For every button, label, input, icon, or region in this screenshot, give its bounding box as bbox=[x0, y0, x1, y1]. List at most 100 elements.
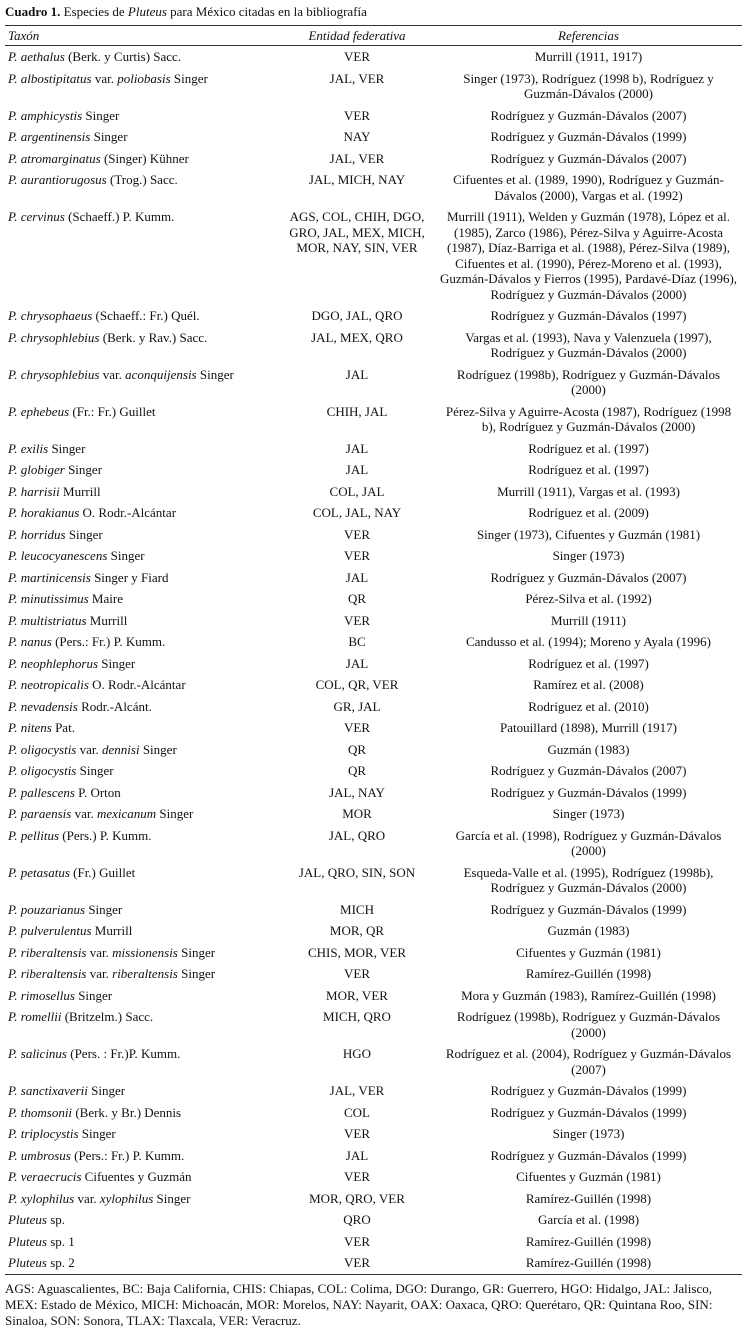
taxon-segment: P. umbrosus bbox=[8, 1147, 71, 1163]
taxon-segment: P. nevadensis bbox=[8, 698, 78, 714]
state-cell: MOR bbox=[342, 806, 372, 821]
taxon-cell: P. petasatus (Fr.) Guillet bbox=[5, 862, 279, 899]
taxon-segment: P. oligocystis bbox=[8, 741, 77, 757]
taxon-segment: Murrill bbox=[63, 483, 101, 499]
taxon-segment: P. oligocystis bbox=[8, 763, 77, 778]
reference-cell: Rodríguez y Guzmán-Dávalos (1999) bbox=[490, 901, 687, 917]
reference-cell: Singer (1973), Cifuentes y Guzmán (1981) bbox=[476, 526, 701, 542]
taxon-cell: P. martinicensis Singer y Fiard bbox=[5, 567, 279, 589]
state-cell: VER bbox=[344, 107, 370, 123]
taxon-segment: Pluteus bbox=[8, 1255, 47, 1270]
table-row: P. leucocyanescens Singer VER Singer (1973… bbox=[5, 545, 742, 567]
table-row: Pluteus sp. QRO García et al. (1998) bbox=[5, 1209, 742, 1231]
state-cell: COL, JAL bbox=[329, 483, 385, 499]
state-cell: DGO, JAL, QRO bbox=[311, 308, 403, 323]
taxon-cell: P. thomsonii (Berk. y Br.) Dennis bbox=[5, 1102, 279, 1124]
table-row: P. pallescens P. Orton JAL, NAY Rodríguez … bbox=[5, 782, 742, 804]
taxon-segment: sp. bbox=[50, 1212, 66, 1227]
reference-cell: Cifuentes y Guzmán (1981) bbox=[516, 944, 661, 960]
taxon-cell: P. neophlephorus Singer bbox=[5, 653, 279, 675]
taxon-segment: var. bbox=[94, 70, 114, 86]
taxon-segment: P. minutissimus bbox=[8, 591, 89, 606]
taxon-segment: Singer bbox=[199, 366, 234, 382]
table-row: P. aethalus (Berk. y Curtis) Sacc. VER Mur… bbox=[5, 46, 742, 68]
reference-cell: García et al. (1998), Rodríguez y Guzmán… bbox=[455, 827, 722, 859]
taxon-segment: var. bbox=[89, 944, 109, 960]
taxon-segment: Rodr.-Alcánt. bbox=[81, 698, 152, 714]
taxon-cell: P. leucocyanescens Singer bbox=[5, 545, 279, 567]
taxon-segment: P. xylophilus bbox=[8, 1190, 75, 1206]
reference-cell: Patouillard (1898), Murrill (1917) bbox=[500, 720, 677, 735]
state-cell: VER bbox=[344, 1126, 370, 1141]
taxon-segment: (Schaeff.: Fr.) Quél. bbox=[95, 308, 200, 323]
taxon-cell: P. umbrosus (Pers.: Fr.) P. Kumm. bbox=[5, 1145, 279, 1167]
reference-cell: Singer (1973), Rodríguez (1998 b), Rodrí… bbox=[463, 70, 714, 102]
state-cell: VER bbox=[344, 966, 370, 981]
taxon-segment: Murrill bbox=[94, 923, 133, 938]
taxon-segment: Singer bbox=[156, 1190, 191, 1206]
taxon-cell: P. minutissimus Maire bbox=[5, 588, 279, 610]
table-row: P. thomsonii (Berk. y Br.) Dennis COL Rodr… bbox=[5, 1102, 742, 1124]
reference-cell: Ramírez et al. (2008) bbox=[533, 677, 644, 692]
column-header: Taxón bbox=[8, 28, 40, 43]
reference-cell: Pérez-Silva et al. (1992) bbox=[525, 591, 652, 606]
taxon-segment: Singer bbox=[181, 966, 216, 981]
taxon-segment: Singer bbox=[78, 987, 113, 1003]
table-body: P. aethalus (Berk. y Curtis) Sacc. VER Mur… bbox=[5, 46, 742, 1274]
taxon-segment: Singer bbox=[51, 440, 86, 456]
taxon-segment: P. harrisii bbox=[8, 483, 60, 499]
table-row: P. aurantiorugosus (Trog.) Sacc. JAL, MIC… bbox=[5, 169, 742, 206]
taxon-segment: P. exilis bbox=[8, 440, 49, 456]
taxon-cell: P. globiger Singer bbox=[5, 459, 279, 481]
table-row: P. veraecrucis Cifuentes y Guzmán VER Cifu… bbox=[5, 1166, 742, 1188]
table-row: P. riberaltensis var. riberaltensis Sing… bbox=[5, 963, 742, 985]
reference-cell: Rodríguez y Guzmán-Dávalos (1999) bbox=[490, 784, 687, 800]
taxon-segment: dennisi bbox=[102, 741, 140, 757]
taxon-cell: P. paraensis var. mexicanum Singer bbox=[5, 803, 279, 825]
taxon-segment: P. atromarginatus bbox=[8, 150, 101, 166]
taxon-segment: var. bbox=[77, 1190, 97, 1206]
taxon-segment: P. paraensis bbox=[8, 806, 72, 821]
table-caption: Cuadro 1. Especies de Pluteus para Méxic… bbox=[5, 4, 742, 20]
taxon-segment: P. nanus bbox=[8, 634, 52, 649]
taxon-segment: Maire bbox=[91, 591, 123, 606]
state-cell: JAL, VER bbox=[329, 70, 385, 86]
reference-cell: Ramírez-Guillén (1998) bbox=[525, 1255, 652, 1270]
state-cell: QRO bbox=[343, 1212, 371, 1227]
taxon-segment: (Trog.) Sacc. bbox=[109, 172, 178, 187]
state-cell: VER bbox=[344, 1233, 370, 1249]
reference-cell: Mora y Guzmán (1983), Ramírez-Guillén (1… bbox=[461, 987, 716, 1003]
state-cell: GR, JAL bbox=[333, 698, 381, 714]
table-row: P. pouzarianus Singer MICH Rodríguez y Guz… bbox=[5, 899, 742, 921]
taxon-segment: P. chrysophlebius bbox=[8, 366, 100, 382]
taxon-segment: Singer bbox=[142, 741, 177, 757]
taxon-cell: P. triplocystis Singer bbox=[5, 1123, 279, 1145]
taxon-cell: P. chrysophlebius var. aconquijensis Sin… bbox=[5, 364, 279, 401]
state-cell: QR bbox=[347, 591, 367, 606]
table-row: P. minutissimus Maire QR Pérez-Silva et al… bbox=[5, 588, 742, 610]
taxon-segment: (Berk. y Curtis) Sacc. bbox=[68, 49, 182, 64]
taxon-segment: P. martinicensis bbox=[8, 569, 91, 585]
reference-cell: Rodríguez y Guzmán-Dávalos (1999) bbox=[490, 1104, 687, 1120]
state-cell: JAL, NAY bbox=[329, 784, 385, 800]
taxon-segment: sp. 1 bbox=[50, 1233, 75, 1249]
taxon-segment: Pluteus bbox=[8, 1212, 47, 1227]
state-cell: JAL bbox=[345, 1147, 369, 1163]
table-row: P. globiger Singer JAL Rodríguez et al. (1… bbox=[5, 459, 742, 481]
taxon-cell: Pluteus sp. bbox=[5, 1209, 279, 1231]
taxon-segment: P. romellii bbox=[8, 1009, 62, 1024]
taxon-segment: Murrill bbox=[89, 612, 128, 628]
taxon-cell: P. veraecrucis Cifuentes y Guzmán bbox=[5, 1166, 279, 1188]
taxon-segment: O. Rodr.-Alcántar bbox=[92, 677, 186, 692]
taxon-cell: P. neotropicalis O. Rodr.-Alcántar bbox=[5, 674, 279, 696]
reference-cell: Rodríguez et al. (2009) bbox=[528, 505, 649, 520]
reference-cell: García et al. (1998) bbox=[537, 1212, 640, 1227]
taxon-segment: P. nitens bbox=[8, 720, 52, 735]
taxon-segment: missionensis bbox=[112, 944, 178, 960]
table-row: P. nevadensis Rodr.-Alcánt. GR, JAL Rodríg… bbox=[5, 696, 742, 718]
table-row: P. exilis Singer JAL Rodríguez et al. (199… bbox=[5, 438, 742, 460]
taxon-cell: P. oligocystis Singer bbox=[5, 760, 279, 782]
state-cell: VER bbox=[344, 1169, 370, 1184]
reference-cell: Ramírez-Guillén (1998) bbox=[525, 966, 652, 981]
